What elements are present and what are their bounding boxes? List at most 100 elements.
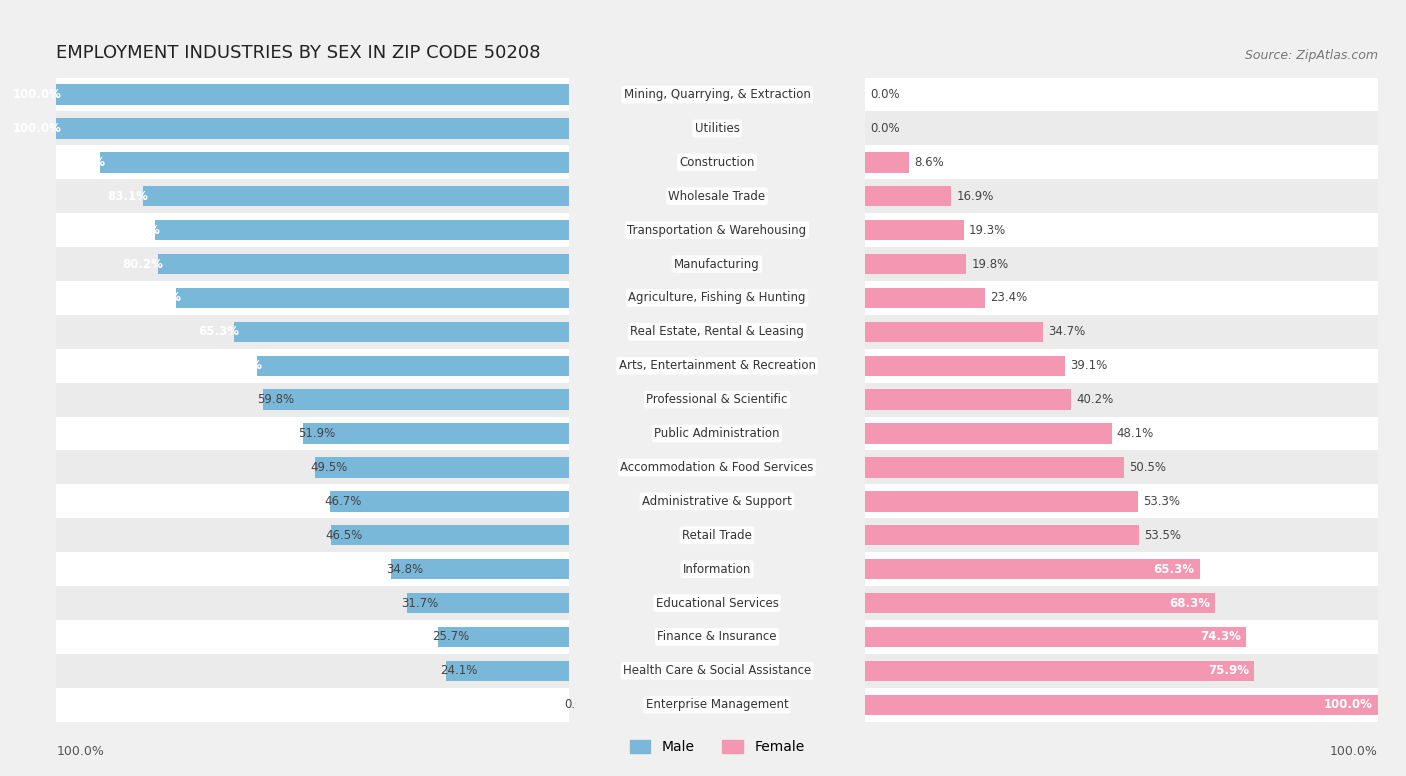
Text: 25.7%: 25.7% [433,630,470,643]
Bar [155,220,569,241]
Text: Professional & Scientific: Professional & Scientific [647,393,787,406]
Text: Wholesale Trade: Wholesale Trade [668,190,766,203]
Bar [56,213,569,247]
Text: 74.3%: 74.3% [1199,630,1241,643]
Bar [315,457,569,477]
Text: Source: ZipAtlas.com: Source: ZipAtlas.com [1244,49,1378,62]
Text: 53.3%: 53.3% [1143,495,1181,508]
Bar [56,553,569,586]
Bar [437,627,569,647]
Bar [56,112,569,145]
Bar [100,152,569,172]
Bar [304,424,569,444]
Text: 40.2%: 40.2% [1076,393,1114,406]
Text: EMPLOYMENT INDUSTRIES BY SEX IN ZIP CODE 50208: EMPLOYMENT INDUSTRIES BY SEX IN ZIP CODE… [56,44,541,62]
Bar [56,85,569,105]
Text: 91.4%: 91.4% [65,156,105,169]
Text: 100.0%: 100.0% [1324,698,1372,712]
Text: 49.5%: 49.5% [311,461,347,474]
Text: Administrative & Support: Administrative & Support [643,495,792,508]
Bar [56,145,569,179]
Bar [176,288,569,308]
Text: Utilities: Utilities [695,122,740,135]
Legend: Male, Female: Male, Female [624,735,810,760]
Bar [235,322,569,342]
Bar [865,593,1215,613]
Text: 46.7%: 46.7% [325,495,361,508]
Text: Educational Services: Educational Services [655,597,779,609]
Bar [56,179,569,213]
Bar [865,654,1378,688]
Text: 16.9%: 16.9% [956,190,994,203]
Text: Retail Trade: Retail Trade [682,528,752,542]
Text: 19.8%: 19.8% [972,258,1008,271]
Bar [865,688,1378,722]
Bar [865,620,1378,654]
Text: Manufacturing: Manufacturing [675,258,759,271]
Text: 8.6%: 8.6% [914,156,943,169]
Bar [865,281,1378,315]
Text: 76.6%: 76.6% [141,292,181,304]
Bar [56,688,569,722]
Bar [865,152,908,172]
Text: Public Administration: Public Administration [654,427,780,440]
Text: 34.8%: 34.8% [385,563,423,576]
Bar [865,417,1378,451]
Text: 100.0%: 100.0% [1330,745,1378,758]
Text: Transportation & Warehousing: Transportation & Warehousing [627,223,807,237]
Bar [865,355,1066,376]
Text: 100.0%: 100.0% [56,745,104,758]
Text: Enterprise Management: Enterprise Management [645,698,789,712]
Text: 51.9%: 51.9% [298,427,335,440]
Bar [865,179,1378,213]
Bar [865,451,1378,484]
Text: 100.0%: 100.0% [13,88,62,101]
Bar [56,586,569,620]
Bar [865,145,1378,179]
Bar [56,247,569,281]
Text: Construction: Construction [679,156,755,169]
Bar [865,383,1378,417]
Text: 23.4%: 23.4% [990,292,1028,304]
Text: 68.3%: 68.3% [1168,597,1211,609]
Bar [865,627,1246,647]
Text: Accommodation & Food Services: Accommodation & Food Services [620,461,814,474]
Bar [865,559,1199,580]
Text: 80.7%: 80.7% [120,223,160,237]
Text: 34.7%: 34.7% [1047,325,1085,338]
Bar [257,355,569,376]
Bar [56,281,569,315]
Bar [865,322,1043,342]
Bar [865,247,1378,281]
Text: Arts, Entertainment & Recreation: Arts, Entertainment & Recreation [619,359,815,372]
Text: 31.7%: 31.7% [402,597,439,609]
Text: 50.5%: 50.5% [1129,461,1166,474]
Bar [446,660,569,681]
Text: 0.0%: 0.0% [870,88,900,101]
Bar [865,213,1378,247]
Text: 39.1%: 39.1% [1070,359,1108,372]
Text: 83.1%: 83.1% [107,190,148,203]
Bar [865,484,1378,518]
Text: Mining, Quarrying, & Extraction: Mining, Quarrying, & Extraction [624,88,810,101]
Text: 0.0%: 0.0% [870,122,900,135]
Text: 24.1%: 24.1% [440,664,478,677]
Text: 65.3%: 65.3% [198,325,239,338]
Bar [865,424,1112,444]
Bar [56,654,569,688]
Bar [865,348,1378,383]
Bar [865,390,1071,410]
Bar [865,525,1139,546]
Bar [391,559,569,580]
Bar [157,254,569,274]
Bar [56,315,569,348]
Text: Agriculture, Fishing & Hunting: Agriculture, Fishing & Hunting [628,292,806,304]
Text: Information: Information [683,563,751,576]
Bar [56,78,569,112]
Bar [56,518,569,553]
Text: 48.1%: 48.1% [1116,427,1154,440]
Bar [263,390,569,410]
Bar [865,254,966,274]
Text: 59.8%: 59.8% [257,393,294,406]
Text: 65.3%: 65.3% [1154,563,1195,576]
